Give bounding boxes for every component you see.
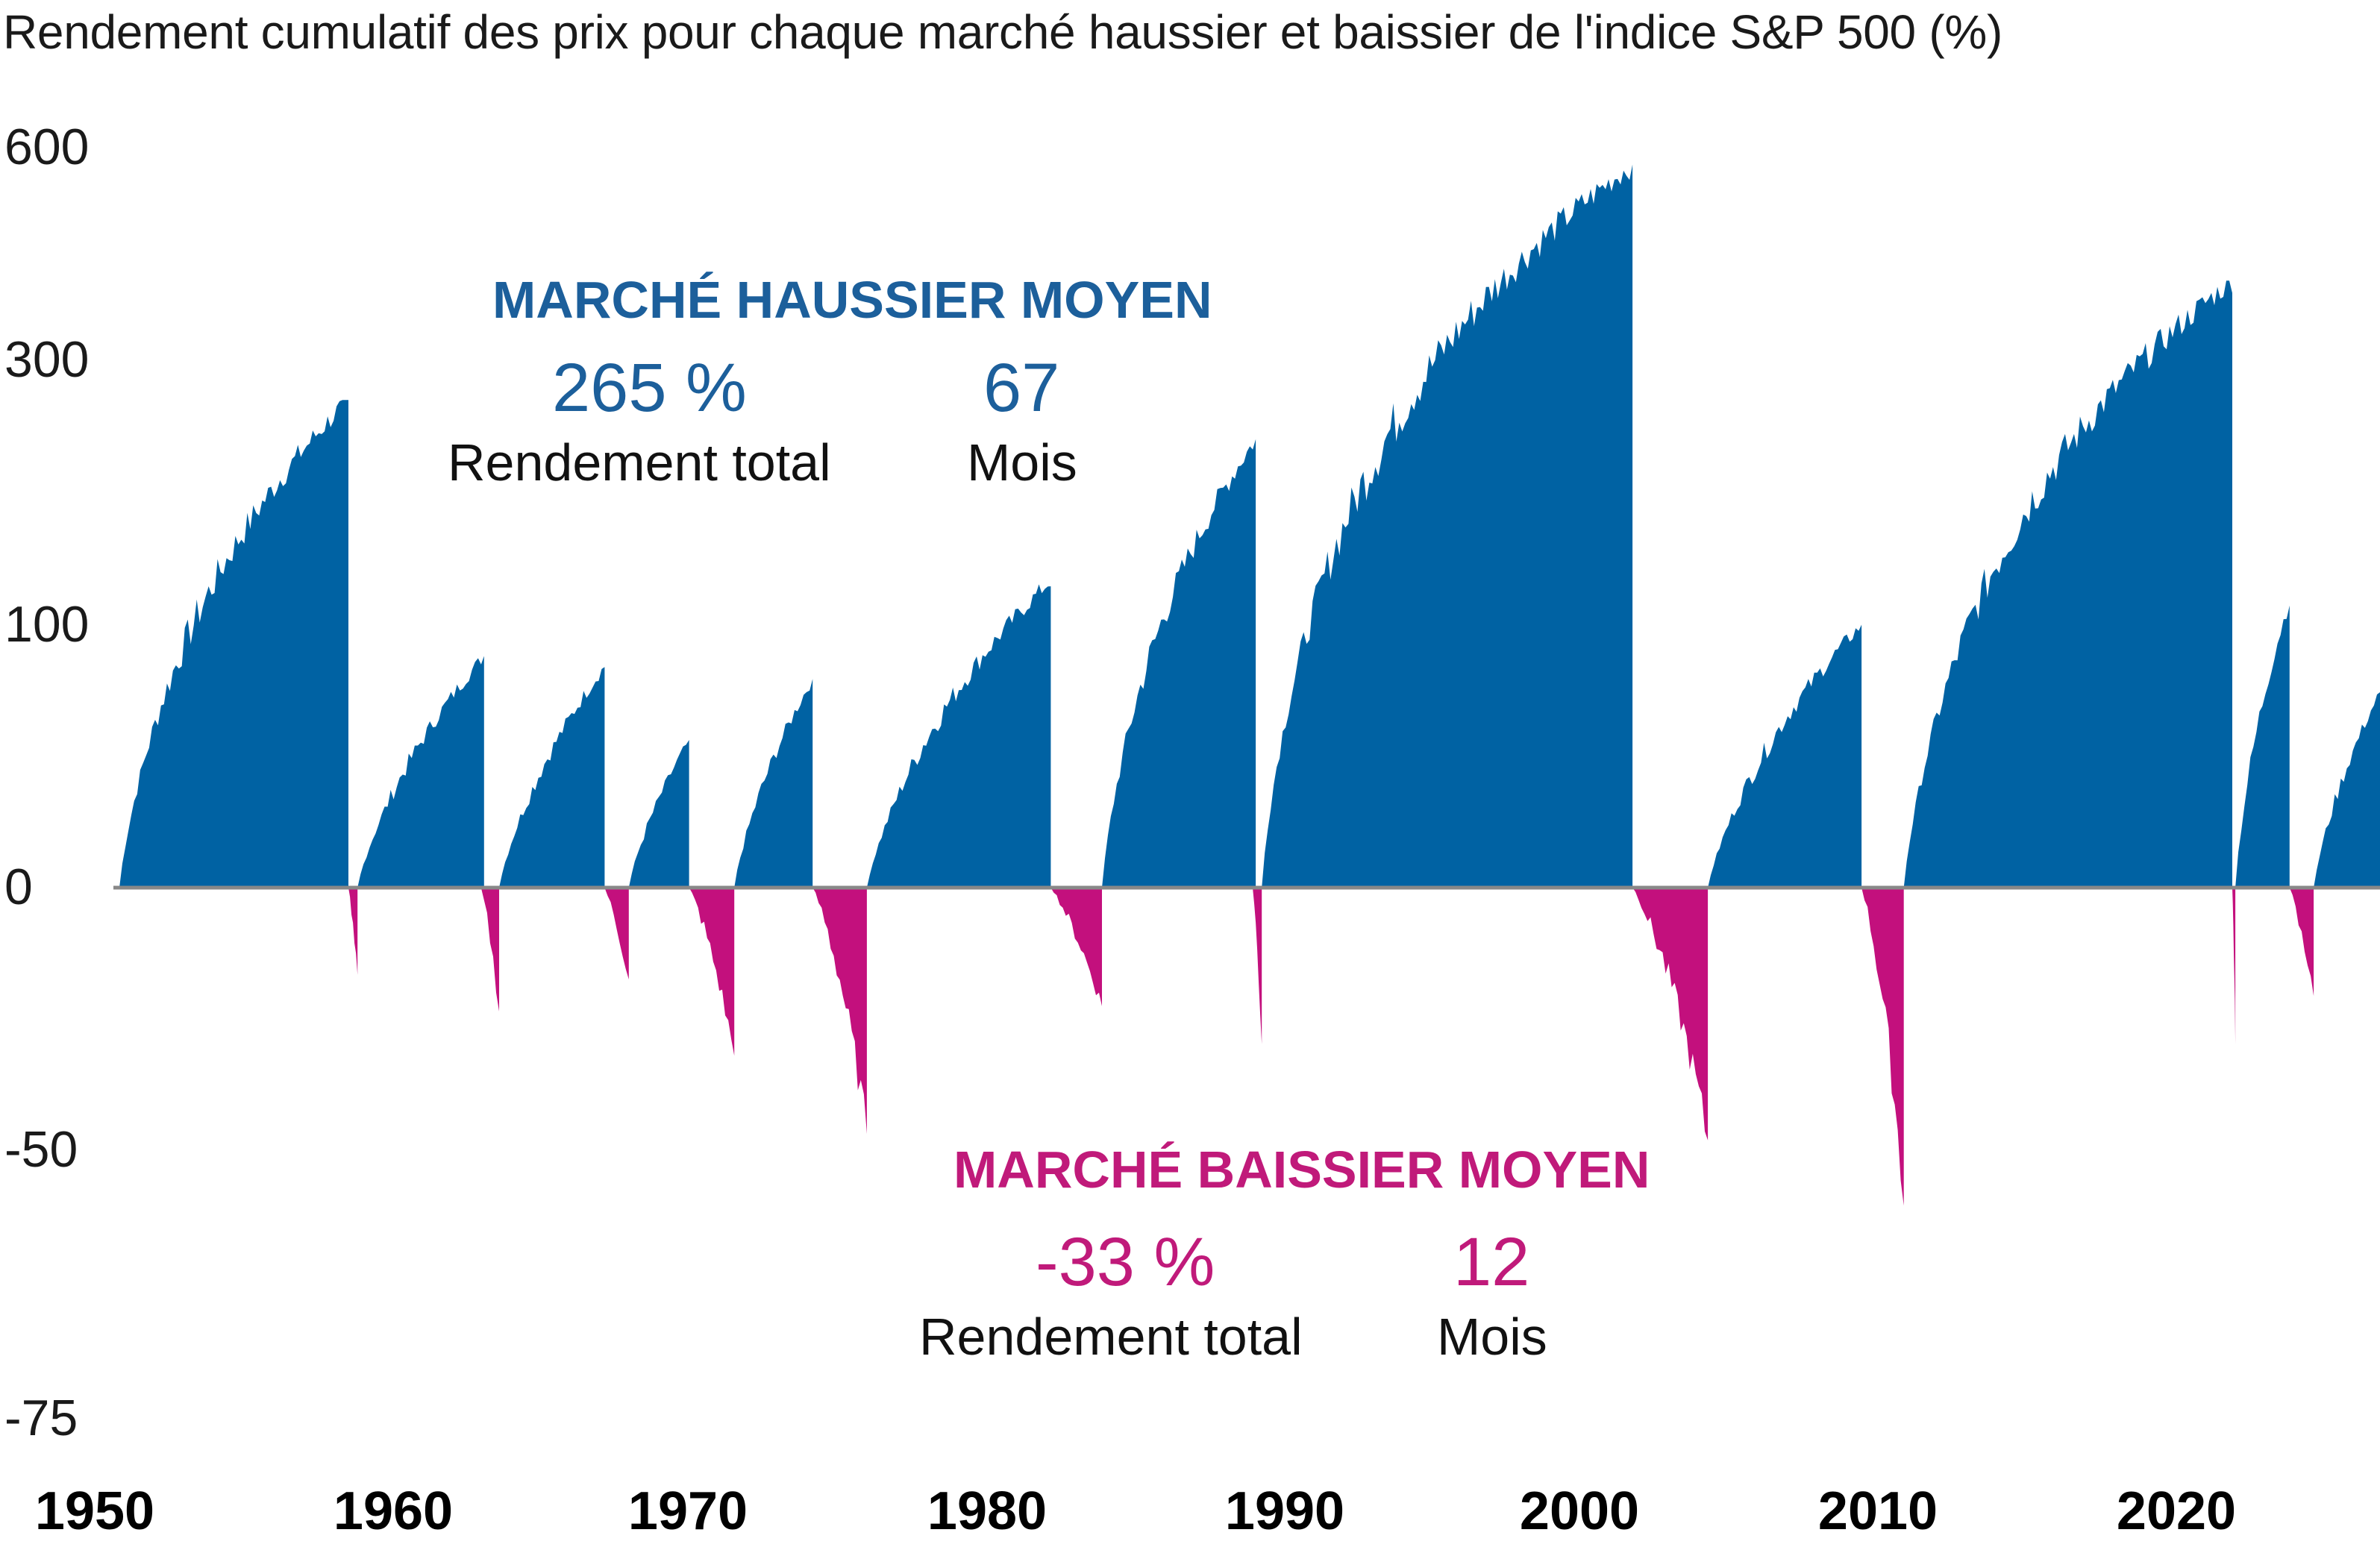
- bear-return-value: -33 %: [1036, 1224, 1215, 1300]
- y-tick-label: 300: [4, 331, 90, 388]
- bear-market-area-8: [1632, 888, 1709, 1141]
- bull-market-area-3: [499, 666, 605, 888]
- bull-market-area-5: [734, 679, 813, 888]
- bear-market-area-7: [1253, 888, 1262, 1044]
- bull-market-area-2: [357, 656, 484, 888]
- bull-return-label: Rendement total: [448, 433, 831, 492]
- bull-market-area-12: [2314, 692, 2380, 888]
- bear-market-area-10: [2232, 888, 2236, 1044]
- bull-months-value: 67: [983, 350, 1060, 426]
- bear-market-area-3: [604, 888, 629, 982]
- bear-market-area-11: [2289, 888, 2314, 997]
- bull-market-area-7: [1102, 439, 1256, 888]
- x-tick-label: 1970: [627, 1481, 748, 1541]
- y-tick-label: 600: [4, 119, 90, 175]
- market-areas: [119, 164, 2380, 1206]
- bull-market-area-9: [1708, 624, 1862, 888]
- x-tick-label: 1990: [1224, 1481, 1345, 1541]
- bull-market-area-1: [119, 400, 348, 888]
- y-tick-label: -50: [4, 1121, 78, 1178]
- y-tick-label: 0: [4, 859, 33, 915]
- x-tick-label: 2010: [1817, 1481, 1938, 1541]
- bull-return-value: 265 %: [552, 350, 747, 426]
- bull-market-area-8: [1262, 164, 1633, 888]
- bear-market-area-9: [1861, 888, 1904, 1206]
- bear-return-label: Rendement total: [919, 1308, 1303, 1366]
- bull-market-area-11: [2235, 600, 2290, 888]
- y-tick-label: 100: [4, 596, 90, 653]
- bull-market-area-6: [866, 580, 1051, 888]
- bear-market-area-1: [348, 888, 358, 976]
- bear-market-area-6: [1050, 888, 1102, 1006]
- x-tick-label: 1980: [927, 1481, 1047, 1541]
- bull-months-label: Mois: [967, 433, 1077, 492]
- bear-market-area-5: [812, 888, 867, 1135]
- bear-months-value: 12: [1453, 1224, 1530, 1300]
- bull-annotation-heading: MARCHÉ HAUSSIER MOYEN: [492, 271, 1212, 329]
- x-tick-label: 2000: [1519, 1481, 1640, 1541]
- bear-market-area-4: [689, 888, 735, 1056]
- bear-months-label: Mois: [1437, 1308, 1547, 1366]
- x-tick-label: 2020: [2116, 1481, 2237, 1541]
- x-tick-label: 1950: [34, 1481, 155, 1541]
- bear-market-area-2: [480, 888, 499, 1011]
- bear-annotation-heading: MARCHÉ BAISSIER MOYEN: [953, 1141, 1650, 1199]
- chart-title: Rendement cumulatif des prix pour chaque…: [3, 5, 2002, 59]
- bull-market-area-10: [1903, 280, 2232, 888]
- bull-market-area-4: [628, 740, 689, 888]
- y-tick-label: -75: [4, 1390, 78, 1446]
- x-tick-label: 1960: [333, 1481, 454, 1541]
